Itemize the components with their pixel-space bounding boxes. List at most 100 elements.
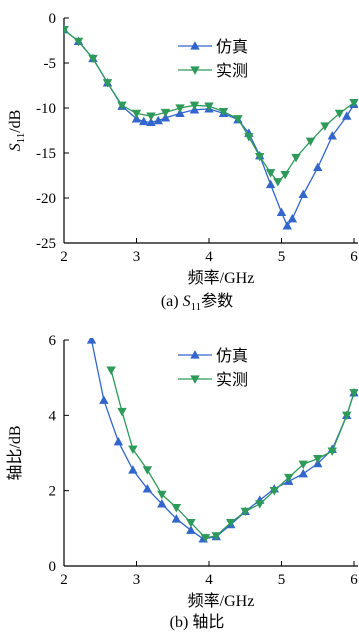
chart-s11: 2 3 4 5 6 0 -5 -10 -15 -20 -25 频率/GHz S11/dB (a) S11参… bbox=[7, 11, 358, 313]
data-point bbox=[233, 115, 243, 124]
series-line-measured bbox=[110, 369, 355, 539]
data-point bbox=[73, 37, 84, 47]
data-point bbox=[64, 26, 69, 35]
data-point bbox=[128, 445, 138, 455]
data-point bbox=[88, 54, 98, 64]
data-point bbox=[298, 189, 308, 199]
data-point bbox=[349, 98, 358, 108]
x-tick-label: 2 bbox=[60, 249, 68, 265]
data-point bbox=[291, 153, 301, 163]
data-point bbox=[146, 117, 156, 127]
x-tick-label: 6 bbox=[350, 572, 358, 588]
data-point bbox=[269, 487, 279, 496]
legend-marker bbox=[190, 350, 200, 359]
data-point bbox=[128, 465, 138, 474]
y-tick-label: -15 bbox=[36, 146, 56, 162]
legend-marker bbox=[190, 66, 200, 75]
legend-marker bbox=[190, 375, 200, 384]
data-point bbox=[131, 113, 142, 123]
x-tick-label: 4 bbox=[205, 572, 213, 588]
data-point bbox=[244, 133, 254, 142]
chart-caption: (b) 轴比 bbox=[170, 613, 225, 631]
data-point bbox=[265, 179, 276, 189]
data-point bbox=[131, 109, 142, 119]
data-point bbox=[186, 519, 196, 528]
data-point bbox=[117, 407, 127, 417]
data-point bbox=[226, 519, 236, 528]
y-tick-label: 4 bbox=[49, 408, 57, 424]
legend-label: 实测 bbox=[216, 371, 248, 389]
y-tick-label: 0 bbox=[49, 559, 57, 575]
data-point bbox=[284, 473, 294, 483]
data-point bbox=[113, 436, 124, 446]
plot-area bbox=[86, 338, 358, 543]
data-point bbox=[142, 466, 153, 475]
data-point bbox=[218, 107, 229, 117]
data-point bbox=[327, 447, 337, 456]
data-point bbox=[200, 534, 211, 543]
x-tick-label: 6 bbox=[350, 249, 358, 265]
data-point bbox=[142, 483, 153, 493]
x-tick-label: 4 bbox=[205, 249, 213, 265]
y-tick-label: 0 bbox=[49, 11, 57, 27]
data-point bbox=[157, 499, 167, 508]
data-point bbox=[211, 532, 221, 541]
x-axis-title: 频率/GHz bbox=[188, 592, 255, 610]
y-axis-title: S11/dB bbox=[7, 110, 27, 152]
data-point bbox=[106, 366, 116, 375]
data-point bbox=[298, 468, 308, 478]
x-tick-label: 5 bbox=[278, 249, 286, 265]
data-point bbox=[160, 108, 171, 118]
data-point bbox=[313, 454, 323, 464]
data-point bbox=[175, 108, 185, 118]
data-point bbox=[342, 411, 352, 421]
data-point bbox=[189, 101, 200, 111]
chart-caption: (a) S11参数 bbox=[161, 292, 233, 313]
data-point bbox=[305, 137, 316, 147]
data-point bbox=[99, 395, 109, 404]
y-tick-label: -5 bbox=[44, 56, 57, 72]
legend-label: 仿真 bbox=[216, 347, 248, 365]
data-point bbox=[320, 122, 330, 131]
y-tick-label: -10 bbox=[36, 101, 56, 117]
data-point bbox=[157, 490, 167, 500]
y-tick-label: 2 bbox=[49, 484, 57, 500]
data-point bbox=[117, 101, 127, 111]
data-point bbox=[287, 213, 298, 223]
x-tick-label: 2 bbox=[60, 572, 68, 588]
data-point bbox=[86, 338, 97, 344]
data-point bbox=[327, 131, 337, 140]
data-point bbox=[334, 109, 345, 119]
data-point bbox=[102, 79, 113, 88]
data-point bbox=[240, 507, 250, 517]
x-tick-label: 5 bbox=[278, 572, 286, 588]
data-point bbox=[273, 178, 283, 187]
data-point bbox=[298, 460, 308, 470]
data-point bbox=[139, 116, 149, 126]
data-point bbox=[146, 112, 156, 121]
y-axis-title: 轴比/dB bbox=[6, 425, 24, 480]
data-point bbox=[349, 389, 358, 398]
data-point bbox=[153, 115, 163, 125]
series-line-simulated bbox=[64, 29, 355, 228]
data-point bbox=[280, 170, 290, 180]
data-point bbox=[265, 169, 276, 178]
data-point bbox=[171, 514, 182, 523]
legend-label: 仿真 bbox=[216, 38, 248, 56]
data-point bbox=[342, 111, 352, 120]
legend-marker bbox=[190, 41, 200, 50]
plot-area bbox=[64, 24, 358, 230]
data-point bbox=[186, 525, 196, 534]
y-tick-label: -20 bbox=[36, 191, 56, 207]
x-axis-title: 频率/GHz bbox=[188, 269, 255, 287]
data-point bbox=[276, 207, 287, 217]
data-point bbox=[175, 104, 185, 113]
data-point bbox=[171, 503, 182, 513]
data-point bbox=[282, 221, 293, 230]
data-point bbox=[160, 113, 171, 122]
data-point bbox=[313, 162, 323, 172]
x-tick-label: 3 bbox=[133, 572, 141, 588]
